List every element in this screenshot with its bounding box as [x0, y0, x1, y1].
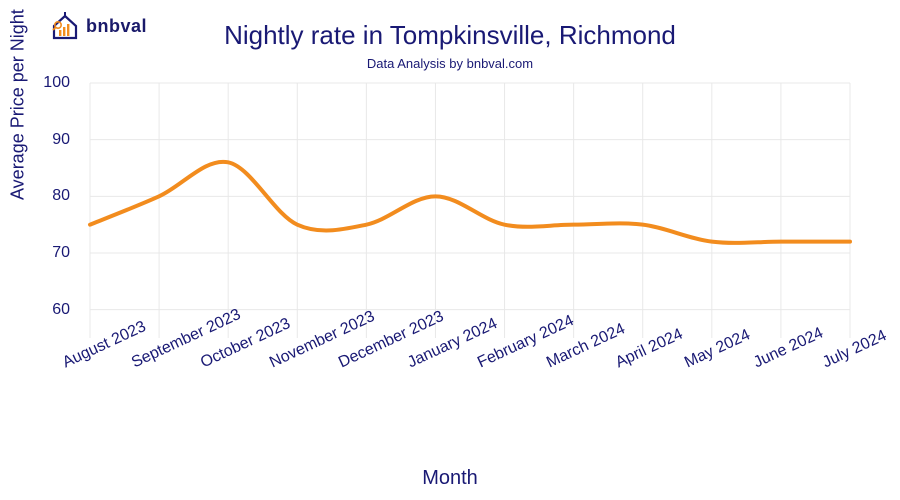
- chart-subtitle: Data Analysis by bnbval.com: [0, 56, 900, 71]
- chart-svg: [80, 78, 870, 348]
- y-tick: 70: [30, 244, 70, 262]
- chart-title: Nightly rate in Tompkinsville, Richmond: [0, 20, 900, 51]
- y-tick: 60: [30, 301, 70, 319]
- y-axis-label: Average Price per Night: [8, 9, 29, 200]
- y-tick: 80: [30, 187, 70, 205]
- y-tick: 90: [30, 131, 70, 149]
- x-axis-label: Month: [0, 467, 900, 490]
- plot-area: 60708090100 August 2023September 2023Oct…: [80, 78, 870, 348]
- y-tick: 100: [30, 74, 70, 92]
- data-line: [90, 162, 850, 243]
